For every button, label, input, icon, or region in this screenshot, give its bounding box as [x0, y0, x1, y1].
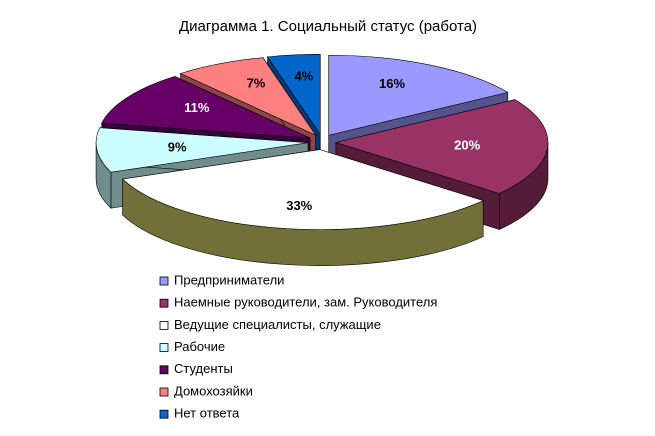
- slice: [101, 76, 311, 139]
- legend-label: Рабочие: [174, 339, 225, 354]
- slice: [328, 54, 509, 136]
- slice: [95, 127, 309, 173]
- legend-swatch: [159, 365, 169, 375]
- data-label: 9%: [168, 140, 187, 155]
- legend-label: Наемные руководители, зам. Руководителя: [174, 295, 437, 310]
- slice: [266, 54, 321, 136]
- chart-title: Диаграмма 1. Социальный статус (работа): [179, 18, 477, 35]
- legend-swatch: [159, 298, 169, 308]
- legend-label: Домохозяйки: [174, 383, 253, 398]
- legend-swatch: [159, 320, 169, 330]
- slice: [122, 149, 484, 230]
- legend-label: Ведущие специалисты, служащие: [174, 317, 381, 332]
- legend-swatch: [159, 343, 169, 353]
- slice: [179, 57, 317, 136]
- legend-label: Нет ответа: [174, 406, 240, 421]
- data-label: 33%: [286, 198, 312, 213]
- slice: [334, 99, 549, 194]
- data-label: 11%: [184, 100, 210, 115]
- data-label: 7%: [247, 75, 266, 90]
- legend-swatch: [159, 276, 169, 286]
- legend-label: Предприниматели: [174, 272, 284, 287]
- data-label: 4%: [294, 69, 313, 84]
- data-label: 16%: [379, 76, 405, 91]
- legend-swatch: [159, 409, 169, 419]
- legend-label: Студенты: [174, 361, 233, 376]
- legend-swatch: [159, 387, 169, 397]
- data-label: 20%: [454, 138, 480, 153]
